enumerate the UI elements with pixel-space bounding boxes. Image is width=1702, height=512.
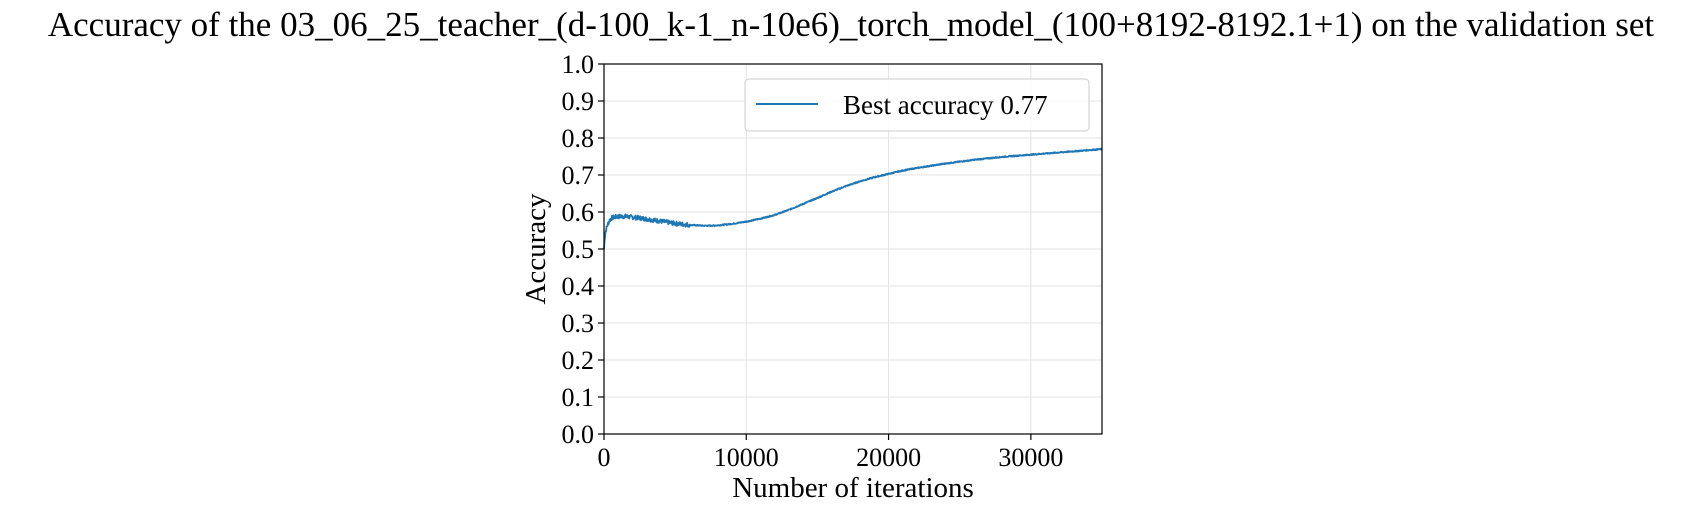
- legend-label: Best accuracy 0.77: [843, 90, 1048, 120]
- x-tick-label: 20000: [856, 443, 921, 472]
- y-tick-label: 1.0: [562, 50, 595, 79]
- chart-title: Accuracy of the 03_06_25_teacher_(d-100_…: [48, 5, 1655, 44]
- y-tick-label: 0.4: [562, 272, 595, 301]
- x-axis-label: Number of iterations: [732, 472, 974, 504]
- series-line-best-accuracy: [603, 147, 1103, 250]
- legend: Best accuracy 0.77: [744, 78, 1090, 132]
- y-tick-label: 0.1: [562, 383, 595, 412]
- x-tick-label: 10000: [714, 443, 779, 472]
- y-tick-label: 0.8: [562, 124, 595, 153]
- legend-box: [744, 78, 1090, 132]
- y-tick-label: 0.6: [562, 198, 595, 227]
- y-tick-label: 0.0: [562, 420, 595, 449]
- y-tick-label: 0.9: [562, 87, 595, 116]
- y-tick-label: 0.5: [562, 235, 595, 264]
- axis-ticks: 0.0 0.1 0.2 0.3 0.4 0.5 0.6 0.7 0.8 0.9 1.0 0 10000 2…: [562, 50, 1064, 472]
- x-tick-label: 0: [598, 443, 611, 472]
- series-layer: [603, 147, 1103, 250]
- y-axis-label: Accuracy: [520, 193, 552, 305]
- y-tick-label: 0.2: [562, 346, 595, 375]
- y-tick-label: 0.7: [562, 161, 595, 190]
- y-tick-label: 0.3: [562, 309, 595, 338]
- x-tick-label: 30000: [998, 443, 1063, 472]
